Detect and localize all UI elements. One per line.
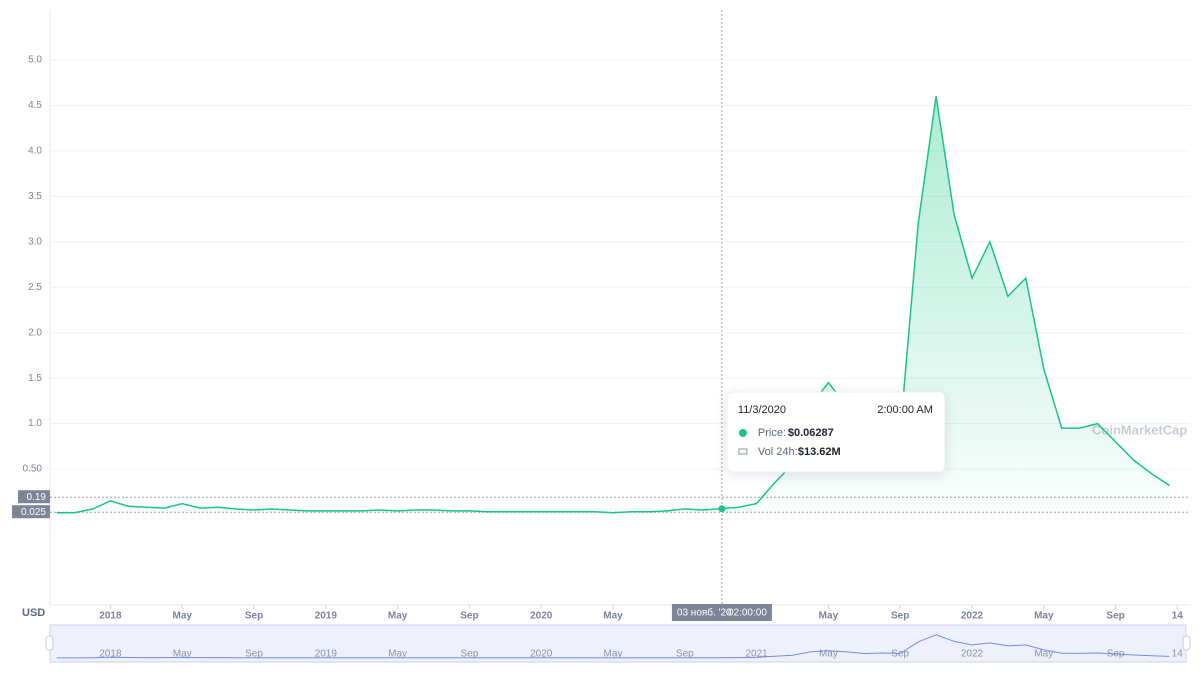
y-tick-label: 3.5	[28, 191, 42, 202]
y-tick-label: 4.0	[28, 146, 42, 157]
navigator-handle[interactable]	[45, 635, 54, 651]
navigator-tick-label: May	[604, 649, 623, 660]
y-tick-label: 2.0	[28, 327, 42, 338]
navigator-tick-label: Sep	[461, 649, 479, 660]
y-tick-label: 5.0	[28, 55, 42, 66]
tooltip	[726, 391, 946, 473]
tooltip-item-value: $0.06287	[788, 427, 834, 439]
x-tick-label: 2018	[99, 611, 122, 622]
x-tick-label: May	[819, 611, 839, 622]
navigator-tick-label: May	[1034, 649, 1053, 660]
navigator-tick-label: Sep	[891, 649, 909, 660]
navigator-handle[interactable]	[1182, 635, 1191, 651]
watermark: CoinMarketCap	[1092, 422, 1187, 437]
navigator-tick-label: Sep	[245, 649, 263, 660]
price-marker-box	[12, 505, 50, 519]
currency-label: USD	[22, 607, 45, 619]
x-tick-label: May	[388, 611, 408, 622]
hover-point	[718, 505, 726, 513]
tooltip-item-name: Vol 24h:	[758, 446, 798, 458]
navigator-tick-label: Sep	[676, 649, 694, 660]
legend-icon	[738, 448, 748, 455]
navigator-tick-label: 2022	[961, 649, 984, 660]
y-tick-label: 1.0	[28, 418, 42, 429]
tooltip-date: 11/3/2020	[738, 404, 786, 416]
price-marker-label: 0.19	[27, 492, 47, 503]
navigator-tick-label: 2019	[315, 649, 338, 660]
y-tick-label: 1.5	[28, 373, 42, 384]
x-tick-label: Sep	[1106, 611, 1124, 622]
tooltip-item-name: Price:	[758, 427, 786, 439]
price-marker-box	[18, 490, 50, 504]
x-tick-label: 2022	[961, 611, 984, 622]
navigator-tick-label: 2018	[99, 649, 122, 660]
y-tick-label: 3.0	[28, 236, 42, 247]
price-marker-label: 0.025	[21, 507, 46, 518]
y-tick-label: 4.5	[28, 100, 42, 111]
x-tick-label: Sep	[891, 611, 909, 622]
x-tick-label: 2019	[315, 611, 338, 622]
x-tick-label: Sep	[245, 611, 263, 622]
legend-dot	[738, 429, 747, 437]
x-tick-label: May	[173, 611, 193, 622]
x-tick-label: 2020	[530, 611, 553, 622]
area	[56, 96, 1170, 515]
crosshair-time: 02:00:00	[728, 608, 767, 619]
navigator-tick-label: May	[819, 649, 838, 660]
crosshair-label-box	[671, 604, 772, 621]
y-tick-label: 2.5	[28, 282, 42, 293]
navigator-tick-label: 2021	[745, 649, 768, 660]
navigator-tick-label: 2020	[530, 649, 553, 660]
x-tick-label: May	[603, 611, 623, 622]
price-line	[56, 96, 1170, 514]
navigator-tick-label: May	[173, 649, 192, 660]
navigator-tick-label: 14	[1172, 649, 1184, 660]
y-tick-label: 0.50	[23, 464, 43, 475]
x-tick-label: 14	[1172, 611, 1184, 622]
tooltip-item-value: $13.62M	[798, 446, 841, 458]
navigator-line	[56, 634, 1170, 659]
x-tick-label: May	[1034, 611, 1054, 622]
tooltip-time: 2:00:00 AM	[877, 404, 933, 416]
x-tick-label: Sep	[460, 611, 478, 622]
crosshair-date: 03 нояб. '20	[677, 607, 732, 619]
navigator-tick-label: May	[388, 649, 407, 660]
